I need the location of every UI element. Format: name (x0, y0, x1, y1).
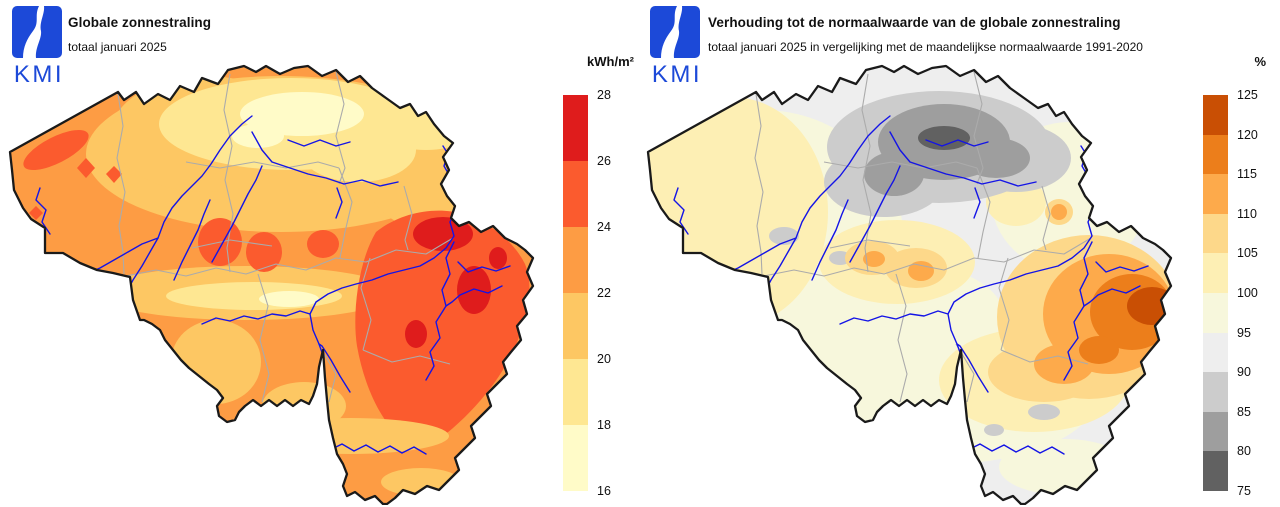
left-title-block: Globale zonnestraling totaal januari 202… (68, 15, 211, 54)
right-legend-segment (1203, 451, 1228, 491)
right-legend-tick: 110 (1237, 206, 1257, 221)
left-legend-segment (563, 227, 588, 293)
left-legend-segment (563, 359, 588, 425)
right-legend-segment (1203, 411, 1228, 452)
solar-radiation-map (8, 64, 535, 505)
left-legend-tick: 22 (597, 285, 611, 300)
left-legend-ticks: 28 26 24 22 20 18 16 (597, 89, 637, 497)
right-legend-segment (1203, 213, 1228, 254)
zone-16-18 (232, 92, 364, 307)
left-legend-tick: 28 (597, 87, 611, 102)
left-legend-segment (563, 293, 588, 359)
right-legend-tick: 125 (1237, 87, 1258, 102)
left-legend-tick: 24 (597, 219, 611, 234)
left-legend (563, 95, 588, 491)
right-legend-segment (1203, 95, 1228, 135)
left-legend-tick: 20 (597, 351, 611, 366)
right-legend-tick: 90 (1237, 364, 1251, 379)
left-map-subtitle: totaal januari 2025 (68, 40, 167, 54)
zone-75-80 (918, 126, 970, 150)
right-legend-tick: 120 (1237, 127, 1258, 142)
right-legend-segment (1203, 134, 1228, 175)
right-legend-segment (1203, 372, 1228, 412)
zone-24-26 (23, 129, 530, 443)
right-legend-segment (1203, 332, 1228, 373)
right-legend-unit: % (1254, 54, 1266, 69)
radiation-anomaly-map (646, 64, 1173, 505)
right-legend-ticks: 125 120 115 110 105 100 95 90 85 80 75 (1237, 89, 1277, 497)
left-legend-segment (563, 161, 588, 227)
left-legend-segment (563, 95, 588, 161)
left-map-title: Globale zonnestraling (68, 15, 212, 30)
left-legend-tick: 18 (597, 417, 611, 432)
right-legend-tick: 75 (1237, 483, 1251, 498)
right-map-title: Verhouding tot de normaalwaarde van de g… (708, 15, 1121, 30)
right-legend-segment (1203, 292, 1228, 333)
right-legend-segment (1203, 253, 1228, 293)
right-legend-tick: 105 (1237, 246, 1258, 261)
right-legend (1203, 95, 1228, 491)
right-legend-segment (1203, 174, 1228, 214)
right-map-subtitle: totaal januari 2025 in vergelijking met … (708, 40, 1143, 54)
right-title-block: Verhouding tot de normaalwaarde van de g… (708, 15, 1143, 54)
right-legend-tick: 95 (1237, 325, 1251, 340)
zone-120-125 (1127, 287, 1171, 325)
right-legend-tick: 85 (1237, 404, 1251, 419)
left-legend-unit: kWh/m² (587, 54, 634, 69)
right-legend-tick: 100 (1237, 285, 1258, 300)
left-legend-segment (563, 425, 588, 491)
left-legend-tick: 26 (597, 153, 611, 168)
right-legend-tick: 115 (1237, 166, 1257, 181)
right-legend-tick: 80 (1237, 444, 1251, 459)
left-legend-tick: 16 (597, 483, 611, 498)
